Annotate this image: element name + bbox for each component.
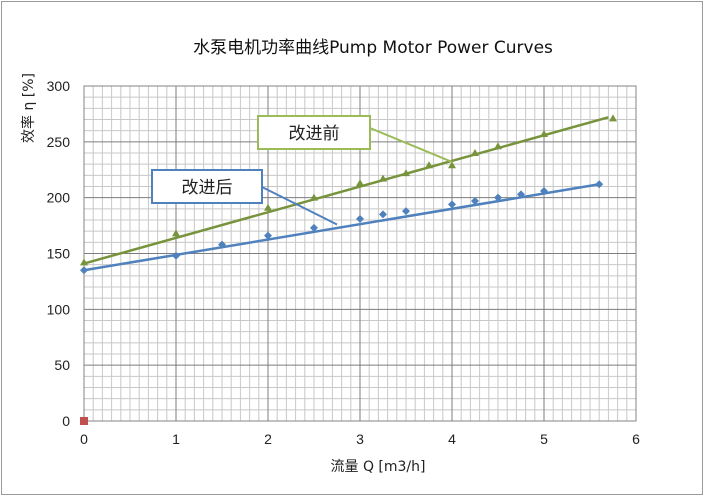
data-point-diamond	[540, 186, 548, 195]
data-point-triangle	[356, 179, 364, 187]
data-point-triangle	[471, 149, 479, 156]
y-tick-label: 300	[47, 78, 71, 94]
series-2	[80, 417, 88, 425]
x-tick-label: 1	[172, 431, 180, 447]
callout-label-after: 改进后	[182, 178, 233, 198]
series-1	[80, 180, 604, 275]
data-point-diamond	[356, 214, 364, 223]
x-tick-label: 5	[540, 431, 548, 447]
callout-label-before: 改进前	[289, 124, 340, 144]
y-tick-label: 50	[54, 357, 70, 373]
y-tick-label: 250	[47, 134, 71, 150]
series-line	[83, 116, 609, 265]
x-tick-label: 2	[264, 431, 272, 447]
data-point-diamond	[494, 193, 502, 202]
series-line	[83, 183, 600, 272]
x-tick-label: 6	[632, 431, 640, 447]
data-point-triangle	[264, 203, 272, 211]
y-tick-label: 0	[62, 413, 70, 429]
callout-box-after	[151, 169, 263, 204]
y-tick-label: 100	[47, 301, 71, 317]
x-axis-ticks: 0 1 2 3 4 5 6	[80, 431, 640, 447]
callout-leader-after	[261, 186, 338, 226]
data-point-triangle	[540, 130, 548, 138]
data-point-diamond	[218, 240, 226, 249]
data-point-triangle	[379, 174, 387, 182]
data-point-triangle	[609, 114, 617, 122]
y-tick-label: 150	[47, 246, 71, 262]
series-0	[80, 114, 617, 266]
data-point-diamond	[310, 223, 318, 232]
data-point-triangle	[402, 169, 410, 177]
x-tick-label: 4	[448, 431, 456, 447]
callout-layer: 改进前 改进后	[151, 115, 453, 226]
data-point-diamond	[80, 266, 88, 275]
data-point-triangle	[494, 142, 502, 150]
data-point-triangle	[448, 161, 456, 169]
x-tick-label: 3	[356, 431, 364, 447]
x-tick-label: 0	[80, 431, 88, 447]
data-point-diamond	[264, 231, 272, 240]
plot-area-border	[83, 85, 637, 422]
y-axis-label: 效率 η [%]	[20, 73, 37, 143]
data-point-diamond	[172, 251, 180, 260]
data-point-triangle	[172, 229, 180, 237]
x-axis-label: 流量 Q [m3/h]	[331, 459, 426, 475]
y-axis-ticks: 0 50 100 150 200 250 300	[47, 78, 71, 429]
callout-leader-before	[369, 127, 453, 163]
chart-title: 水泵电机功率曲线Pump Motor Power Curves	[193, 38, 553, 58]
y-tick-label: 200	[47, 190, 71, 206]
data-point-diamond	[517, 190, 525, 199]
data-point-diamond	[402, 207, 410, 216]
data-point-triangle	[310, 193, 318, 201]
data-point-diamond	[379, 210, 387, 219]
data-point-triangle	[425, 161, 433, 169]
series-layer	[80, 114, 617, 425]
data-point-triangle	[80, 258, 88, 266]
data-point-diamond	[448, 200, 456, 209]
data-point-square	[80, 417, 88, 425]
callout-box-before	[257, 115, 371, 150]
data-point-diamond	[471, 197, 479, 206]
data-point-diamond	[595, 180, 604, 189]
